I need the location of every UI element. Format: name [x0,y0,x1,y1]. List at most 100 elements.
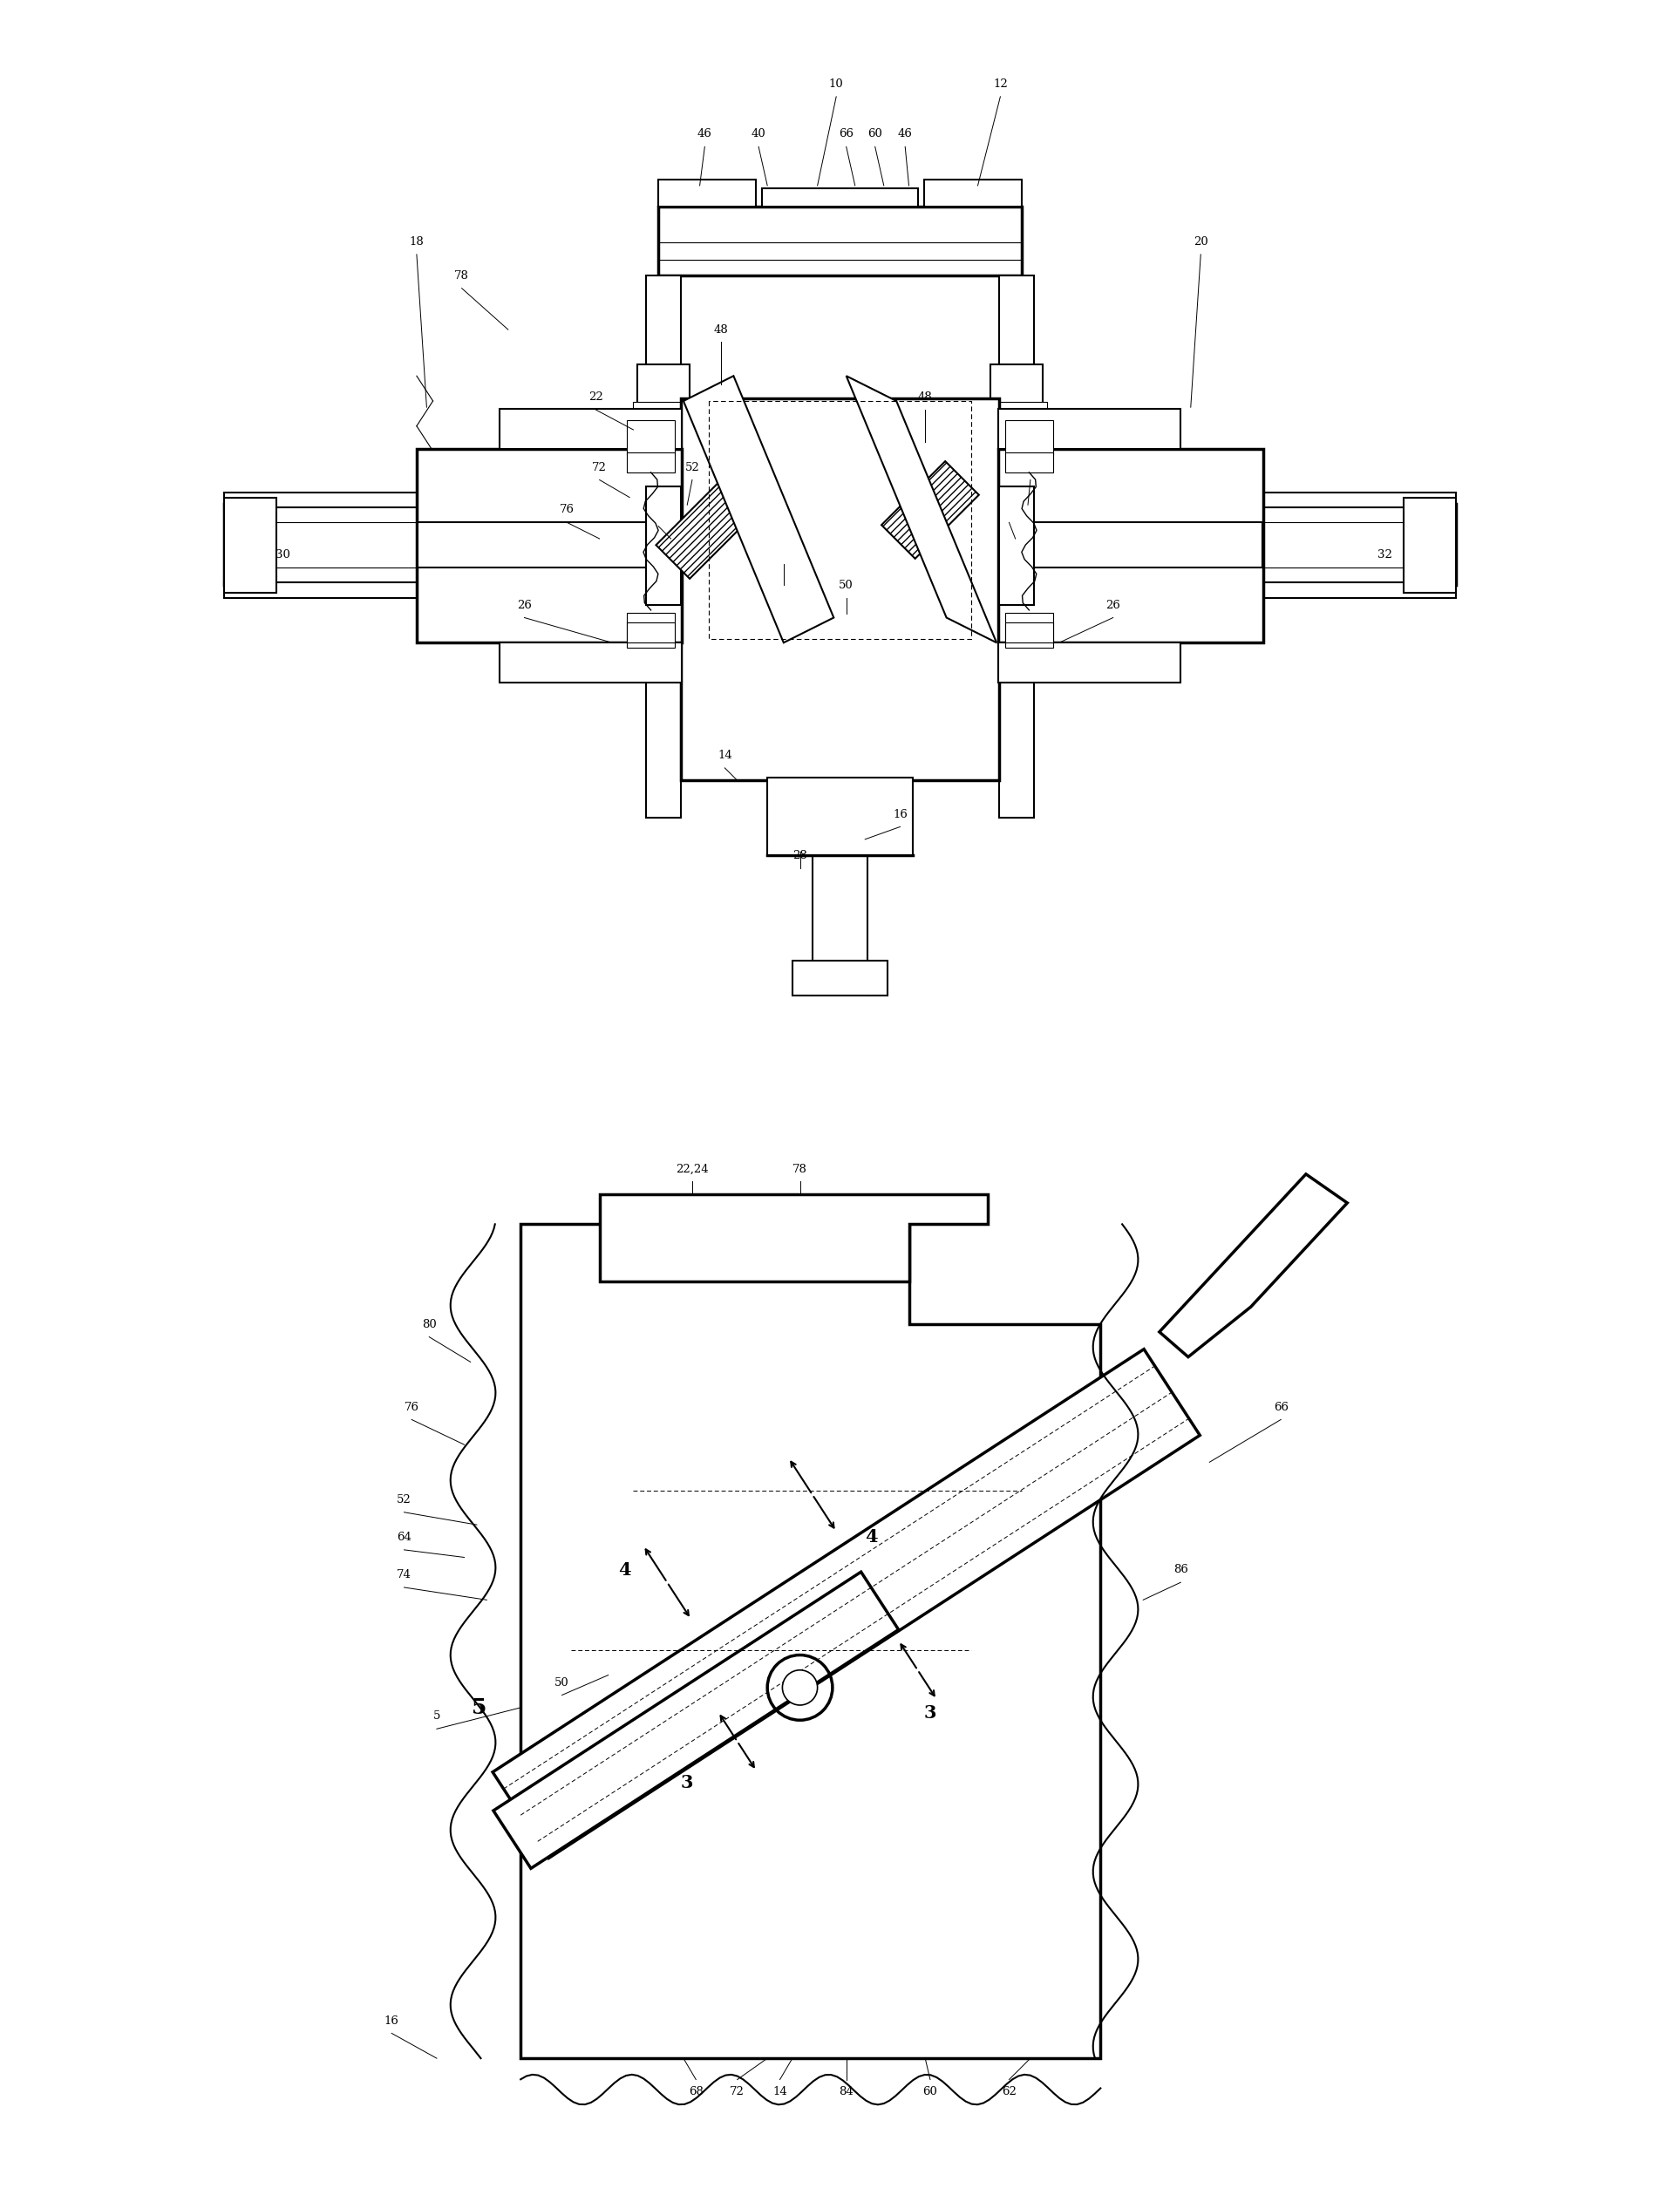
Text: 72: 72 [729,2087,744,2099]
Bar [223,498,277,592]
Text: 48: 48 [714,324,729,335]
Bar [1262,504,1457,586]
Bar [499,410,682,449]
Bar [986,621,1047,636]
Polygon shape [492,1350,1200,1858]
Polygon shape [1159,1174,1347,1356]
Text: 72: 72 [1001,504,1016,515]
Text: 22,24: 22,24 [675,1163,709,1174]
Text: 84: 84 [838,2087,853,2099]
Bar [627,451,675,473]
Text: 50: 50 [554,1678,570,1689]
Bar [1000,275,1035,817]
Polygon shape [600,1193,988,1282]
Text: 12: 12 [993,79,1008,90]
Text: 60: 60 [922,2087,937,2099]
Text: 30: 30 [276,548,291,562]
Bar [633,621,694,636]
Bar [986,403,1047,416]
Text: 5: 5 [433,1711,440,1722]
Bar [768,777,912,857]
Bar [680,399,1000,780]
Text: 52: 52 [685,462,699,473]
Bar [659,178,756,207]
Text: 4: 4 [865,1528,877,1546]
Polygon shape [684,377,833,643]
Text: 3: 3 [680,1775,694,1792]
Bar [627,612,675,647]
Bar [633,403,694,416]
Bar [645,487,680,606]
Bar [637,366,690,405]
Bar [990,366,1043,405]
Text: 76: 76 [559,504,575,515]
Text: 5: 5 [472,1698,487,1718]
Bar [659,207,1021,275]
Text: 20: 20 [1193,236,1208,247]
Text: 40: 40 [751,128,766,141]
Text: 32: 32 [1378,548,1393,562]
Text: 62: 62 [1001,2087,1016,2099]
Text: 22: 22 [588,392,603,403]
Text: 46: 46 [697,128,712,141]
Polygon shape [521,1224,1100,2059]
Bar [645,275,680,817]
Bar [793,960,887,995]
Bar [1005,612,1053,647]
Text: 28: 28 [793,850,806,861]
Text: 78: 78 [454,271,469,282]
Text: 60: 60 [867,128,882,141]
Bar [998,410,1181,449]
Circle shape [783,1669,818,1704]
Bar [990,632,1043,674]
Text: 48: 48 [917,392,932,403]
Bar [223,493,418,506]
Bar [499,643,682,683]
Text: 46: 46 [897,128,912,141]
Text: 24: 24 [776,546,791,557]
Text: 68: 68 [689,2087,704,2099]
Text: 26: 26 [1105,599,1121,610]
Text: 80: 80 [422,1319,437,1330]
Bar [223,504,418,586]
Bar [998,449,1263,643]
Text: 16: 16 [892,808,907,819]
Text: 64: 64 [652,509,665,520]
Polygon shape [655,482,753,579]
Bar [763,187,917,207]
Text: 18: 18 [410,236,423,247]
Bar [627,623,675,643]
Bar [637,632,690,674]
Text: 86: 86 [1173,1563,1188,1574]
Text: 14: 14 [717,749,732,762]
Bar [1005,451,1053,473]
Bar [223,584,418,597]
Bar [1035,522,1262,568]
Bar [1000,487,1035,606]
Text: 52: 52 [396,1495,412,1506]
Bar [1005,623,1053,643]
Text: 62: 62 [1023,462,1038,473]
Text: 16: 16 [385,2015,398,2026]
Text: 26: 26 [517,599,533,610]
Bar [417,449,682,643]
Text: 76: 76 [405,1400,418,1414]
Bar [1403,498,1457,592]
Text: 64: 64 [396,1533,412,1544]
Bar [1005,421,1053,456]
Text: 10: 10 [828,79,843,90]
Polygon shape [882,460,979,559]
Bar [924,178,1021,207]
Text: 4: 4 [618,1561,632,1579]
Bar [418,522,645,568]
Text: 66: 66 [838,128,853,141]
Polygon shape [494,1572,899,1869]
Text: 50: 50 [838,579,853,590]
Text: 72: 72 [591,462,606,473]
Polygon shape [847,377,996,643]
Bar [998,643,1181,683]
Text: 78: 78 [793,1163,808,1174]
Bar [627,421,675,456]
Bar [1262,493,1457,506]
Text: 66: 66 [1273,1400,1289,1414]
